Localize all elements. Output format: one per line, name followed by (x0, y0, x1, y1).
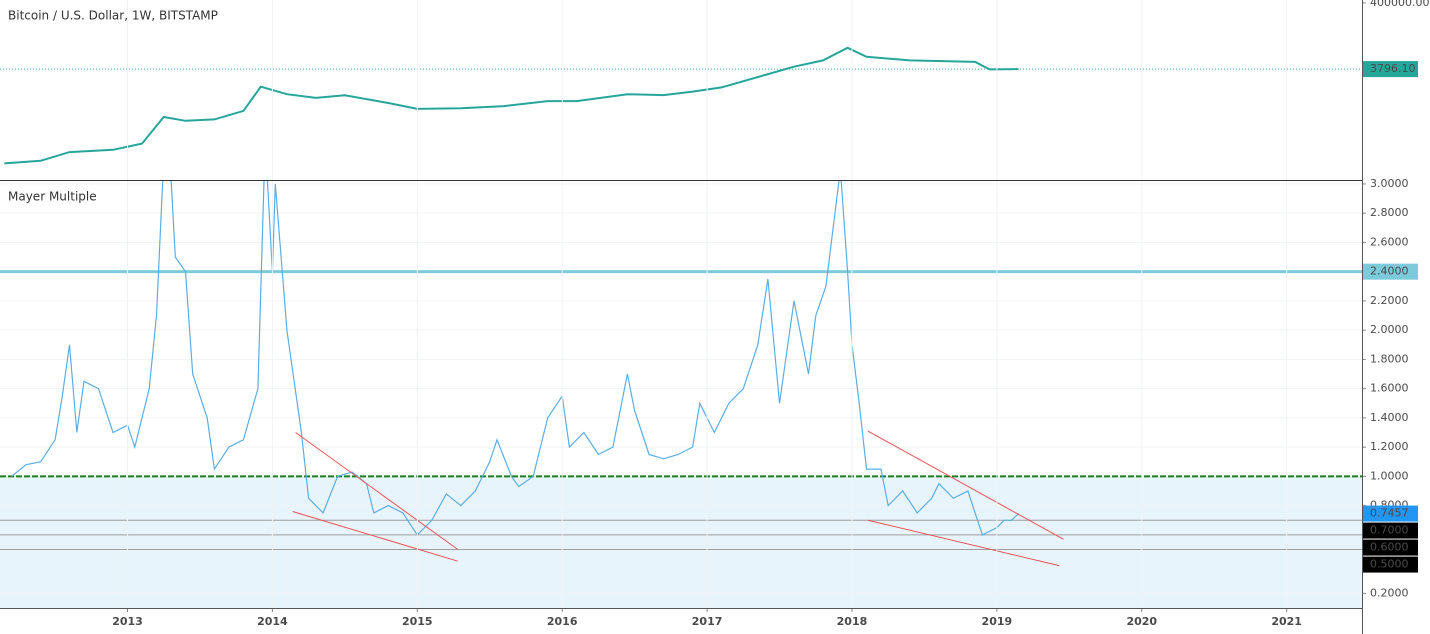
x-tick-label: 2015 (402, 615, 433, 628)
y-tick-label: 1.0000 (1370, 469, 1409, 482)
trendline (867, 519, 1060, 567)
y-tick-label: 2.0000 (1370, 323, 1409, 336)
value-badge-label: 0.7000 (1370, 524, 1409, 537)
x-tick-label: 2018 (837, 615, 868, 628)
y-tick-label: 3.0000 (1370, 177, 1409, 190)
x-tick-label: 2019 (982, 615, 1013, 628)
y-tick-label: 2.8000 (1370, 206, 1409, 219)
y-tick-label: 0.2000 (1370, 586, 1409, 599)
trendline (867, 430, 1064, 540)
value-badge-label: 2.4000 (1370, 265, 1409, 278)
series-line (11, 181, 1020, 536)
value-badge-label: 0.5000 (1370, 558, 1409, 571)
x-tick-label: 2016 (547, 615, 578, 628)
x-tick-label: 2013 (112, 615, 143, 628)
y-tick-label: 1.4000 (1370, 411, 1409, 424)
y-tick-label: 1.2000 (1370, 440, 1409, 453)
value-badge (1362, 61, 1418, 78)
value-badge (1362, 505, 1418, 522)
y-tick-label: 2.2000 (1370, 294, 1409, 307)
indicator-title: Mayer Multiple (8, 190, 97, 204)
pane (0, 181, 1362, 608)
x-tick-label: 2021 (1271, 615, 1302, 628)
trendline (295, 432, 459, 550)
x-tick-label: 2014 (257, 615, 288, 628)
y-tick-label: 1.8000 (1370, 352, 1409, 365)
value-badge (1362, 263, 1418, 280)
price-title: Bitcoin / U.S. Dollar, 1W, BITSTAMP (8, 9, 218, 23)
y-tick-label: 400000.00 (1370, 0, 1430, 9)
value-badge (1362, 522, 1418, 539)
trendline (292, 511, 459, 562)
y-tick-label: 1.6000 (1370, 382, 1409, 395)
series-line (4, 46, 1019, 165)
value-badge (1362, 556, 1418, 573)
value-badge (1362, 539, 1418, 556)
pane (0, 46, 1362, 165)
x-tick-label: 2017 (692, 615, 723, 628)
value-badge-label: 0.6000 (1370, 541, 1409, 554)
value-badge-label: 0.7457 (1370, 507, 1409, 520)
value-badge-label: 3796.10 (1370, 62, 1416, 75)
y-tick-label: 2.6000 (1370, 235, 1409, 248)
x-tick-label: 2020 (1126, 615, 1157, 628)
zone (0, 476, 1362, 608)
